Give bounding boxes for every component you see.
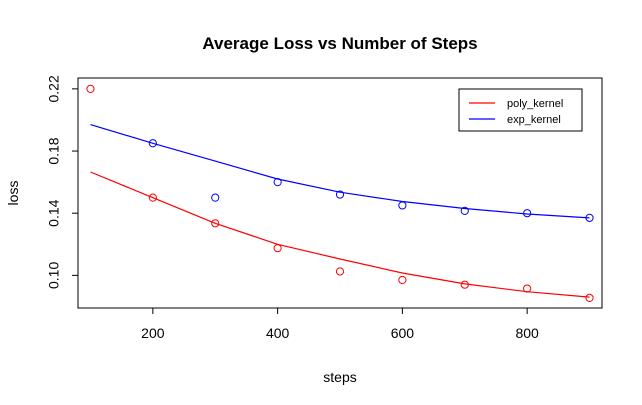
x-tick-label: 800 xyxy=(515,325,539,341)
exp_kernel-point xyxy=(460,206,469,215)
x-tick-label: 600 xyxy=(391,325,415,341)
x-tick-label: 200 xyxy=(141,325,165,341)
legend-label-exp_kernel: exp_kernel xyxy=(507,114,561,126)
chart-title: Average Loss vs Number of Steps xyxy=(202,34,477,53)
poly_kernel-point xyxy=(335,267,345,276)
poly_kernel-fit-line xyxy=(90,171,590,298)
exp_kernel-point xyxy=(273,178,282,187)
exp_kernel-point xyxy=(148,139,157,148)
fit-lines xyxy=(90,124,590,298)
exp_kernel-fit-line xyxy=(90,124,590,219)
poly_kernel-point xyxy=(148,193,157,202)
y-tick-label: 0.10 xyxy=(46,262,62,289)
poly_kernel-point xyxy=(523,284,532,293)
y-tick-label: 0.14 xyxy=(46,199,62,226)
data-points xyxy=(86,84,594,302)
exp_kernel-point xyxy=(585,213,594,222)
legend-label-poly_kernel: poly_kernel xyxy=(507,98,563,110)
x-tick-label: 400 xyxy=(266,325,290,341)
poly_kernel-point xyxy=(211,219,220,228)
poly_kernel-point xyxy=(86,84,95,93)
legend-box xyxy=(458,88,583,132)
x-axis: 200 400 600 800 xyxy=(141,308,539,341)
exp_kernel-point xyxy=(211,193,220,202)
poly_kernel-point xyxy=(273,244,282,253)
y-tick-label: 0.22 xyxy=(46,75,62,102)
legend: poly_kernel exp_kernel xyxy=(458,88,583,132)
exp_kernel-point xyxy=(398,201,407,210)
poly_kernel-point xyxy=(585,293,594,302)
y-axis-label: loss xyxy=(5,181,21,206)
poly_kernel-point xyxy=(460,280,469,289)
x-axis-label: steps xyxy=(323,369,356,385)
y-axis: 0.10 0.14 0.18 0.22 xyxy=(46,75,78,289)
poly_kernel-point xyxy=(398,275,407,285)
exp_kernel-point xyxy=(335,190,345,199)
exp_kernel-point xyxy=(523,209,532,218)
plot-area-frame xyxy=(77,77,603,309)
y-tick-label: 0.18 xyxy=(46,137,62,164)
